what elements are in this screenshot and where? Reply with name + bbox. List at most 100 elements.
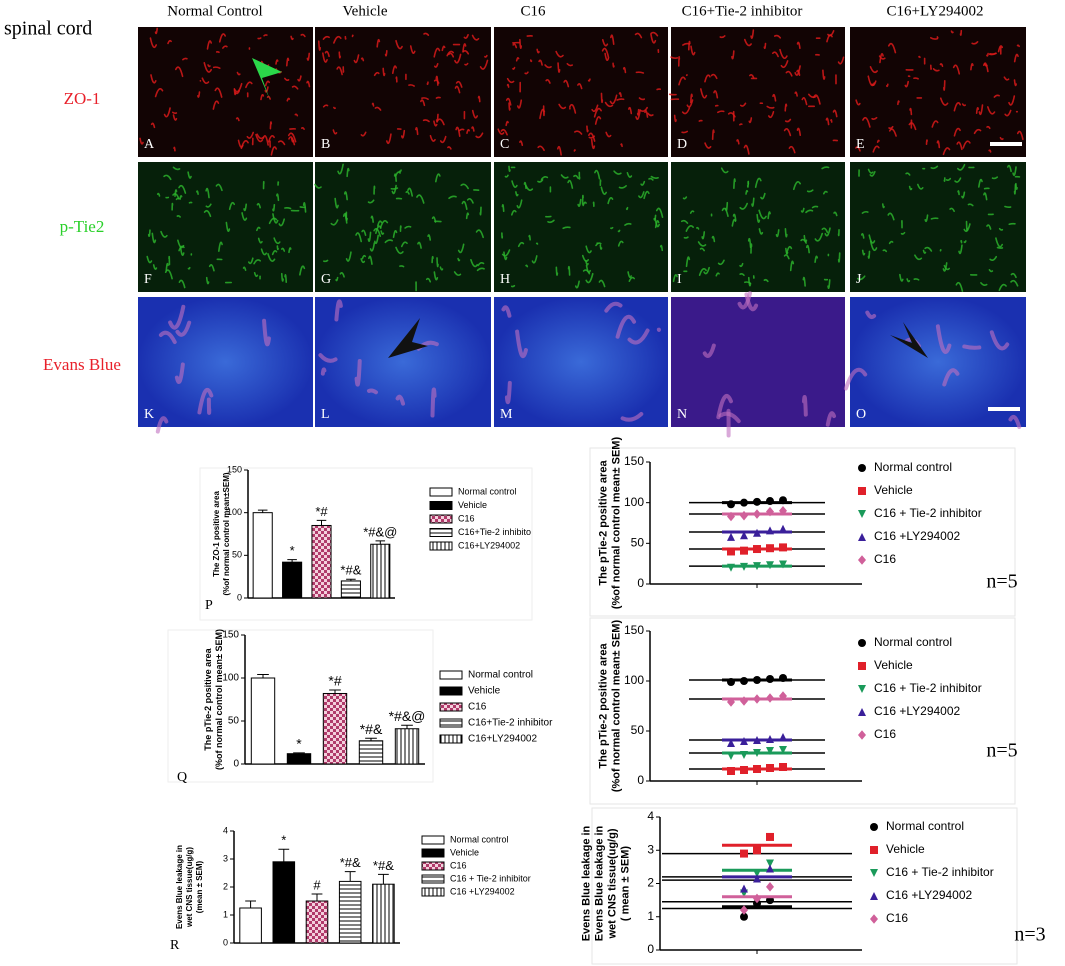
micrograph-feature <box>696 226 700 230</box>
micrograph-feature <box>152 264 158 270</box>
legend-label: Normal control <box>450 834 509 844</box>
micrograph-feature <box>650 175 659 179</box>
y-tick-label: 0 <box>637 773 644 787</box>
micrograph-feature <box>245 81 253 89</box>
micrograph-feature <box>713 90 719 99</box>
micrograph-feature <box>582 269 591 275</box>
micrograph-feature <box>930 165 939 170</box>
legend-label: C16 <box>886 911 908 925</box>
micrograph-feature <box>212 100 220 110</box>
legend-swatch <box>421 887 445 897</box>
micrograph-feature <box>888 125 894 130</box>
annotation: # <box>313 877 321 892</box>
arrowhead <box>252 58 282 100</box>
micrograph-bg <box>494 162 668 292</box>
panel-letter: K <box>144 407 154 422</box>
micrograph-feature <box>206 40 213 50</box>
micrograph-feature <box>604 101 614 108</box>
panel-letter: Q <box>177 770 187 785</box>
micrograph-feature <box>479 59 489 70</box>
point <box>779 524 787 533</box>
bar <box>340 580 361 599</box>
micrograph-feature <box>384 49 388 57</box>
point <box>753 869 761 878</box>
micrograph-feature <box>511 180 518 188</box>
micrograph-feature <box>953 127 961 137</box>
point <box>753 765 761 773</box>
micrograph-feature <box>824 227 831 237</box>
micrograph-feature <box>930 217 939 220</box>
micrograph-feature <box>560 174 569 179</box>
micrograph-feature <box>323 259 329 263</box>
micrograph-feature <box>536 48 540 54</box>
legend-swatch <box>429 514 453 524</box>
micrograph-feature <box>783 254 790 260</box>
y-tick-label: 0 <box>237 592 242 602</box>
micrograph-feature <box>384 239 393 244</box>
micrograph-feature <box>703 266 710 275</box>
micrograph-feature <box>763 278 769 283</box>
micrograph-feature <box>837 56 845 65</box>
micrograph-feature <box>733 178 736 189</box>
micrograph-feature <box>1016 44 1020 48</box>
bar <box>282 561 303 599</box>
micrograph-feature <box>187 171 192 179</box>
micrograph-feature <box>368 255 373 265</box>
y-tick-label: 2 <box>223 881 228 891</box>
micrograph-feature <box>607 196 614 205</box>
y-axis-label: (mean ± SEM) <box>195 860 204 913</box>
micrograph-feature <box>477 261 485 267</box>
micrograph-feature <box>457 257 461 262</box>
micrograph-feature <box>361 229 367 236</box>
micrograph-feature <box>962 140 971 149</box>
micrograph-feature <box>908 122 917 131</box>
micrograph-feature <box>865 310 877 320</box>
micrograph-feature <box>811 205 819 209</box>
micrograph-feature <box>1013 183 1017 195</box>
micrograph-feature <box>758 228 764 235</box>
point <box>766 561 774 570</box>
micrograph-feature <box>958 244 963 255</box>
micrograph-feature <box>267 135 275 143</box>
micrograph-feature <box>497 128 505 135</box>
micrograph-feature <box>175 320 192 337</box>
micrograph-feature <box>635 109 641 120</box>
micrograph-feature <box>268 217 278 225</box>
y-tick-label: 150 <box>624 623 644 637</box>
micrograph-feature <box>932 68 940 72</box>
micrograph-feature <box>814 232 824 242</box>
micrograph-feature <box>885 83 889 88</box>
micrograph-feature <box>407 187 414 197</box>
y-tick-label: 50 <box>631 536 645 550</box>
micrograph-feature <box>529 59 533 63</box>
panel-frame <box>167 629 434 783</box>
micrograph-feature <box>826 34 833 43</box>
micrograph-feature <box>975 107 980 114</box>
micrograph-feature <box>594 116 602 125</box>
micrograph-feature <box>806 189 814 193</box>
micrograph-feature <box>925 139 928 146</box>
micrograph-feature <box>822 69 826 80</box>
point <box>727 511 735 522</box>
micrograph-feature <box>962 344 982 350</box>
micrograph-feature <box>953 101 962 112</box>
micrograph-feature <box>322 104 329 108</box>
micrograph-feature <box>273 237 281 245</box>
legend-label: C16 +LY294002 <box>874 529 961 543</box>
point <box>779 733 787 741</box>
micrograph-feature <box>241 212 248 221</box>
micrograph-feature <box>173 146 176 152</box>
annotation: * <box>290 543 295 558</box>
point <box>727 500 735 509</box>
micrograph-feature <box>789 260 795 272</box>
micrograph-feature <box>336 66 343 76</box>
y-axis-label: wet CNS tissue(ug/g) <box>185 847 194 928</box>
micrograph-feature <box>201 77 210 85</box>
y-tick-label: 150 <box>227 464 242 474</box>
micrograph-feature <box>775 229 780 238</box>
sample-size: n=3 <box>1014 924 1045 946</box>
micrograph-feature <box>689 210 695 214</box>
micrograph-bg <box>850 162 1026 292</box>
micrograph-feature <box>861 249 866 256</box>
y-axis-label: The ZO-1 positive area <box>212 491 221 577</box>
